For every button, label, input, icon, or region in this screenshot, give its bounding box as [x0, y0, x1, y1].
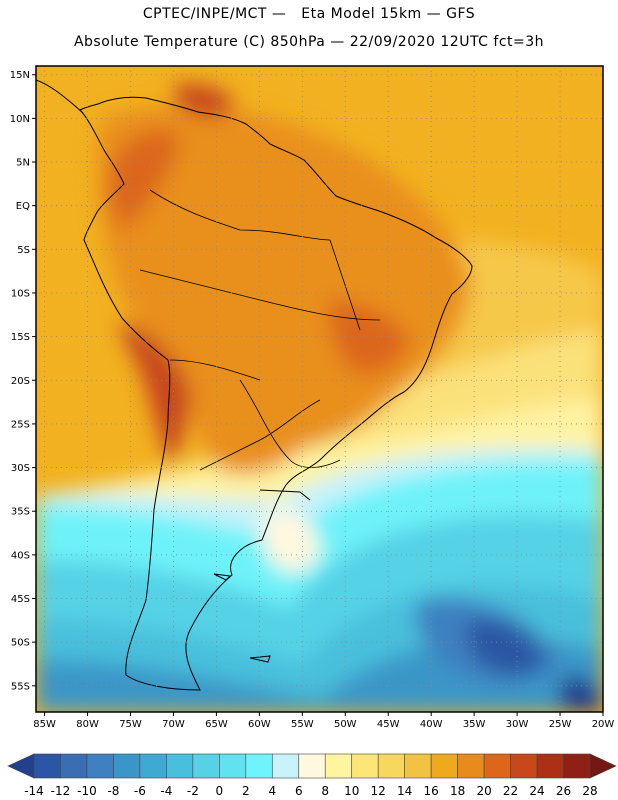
- colorbar-swatch-2: [86, 753, 114, 779]
- colorbar-swatch-15: [430, 753, 458, 779]
- colorbar-swatch-1: [60, 753, 88, 779]
- lat-label-45s: 45S: [11, 594, 30, 605]
- colorbar-label-3: -8: [107, 784, 119, 798]
- lon-label-45w: 45W: [377, 719, 400, 730]
- latitude-labels: 15N 10N 5N EQ 5S 10S 15S 20S 25S 30S 35S 40S 45S 50S 5…: [10, 70, 36, 692]
- colorbar-swatch-9: [271, 753, 300, 779]
- lat-label-10n: 10N: [10, 114, 30, 125]
- colorbar-label-10: 6: [295, 784, 303, 798]
- islands: [213, 573, 271, 663]
- lon-label-65w: 65W: [205, 719, 228, 730]
- band-6-8-argentina: [260, 509, 320, 573]
- central-america-coast: [36, 79, 84, 114]
- colorbar-swatch-4: [139, 753, 167, 779]
- lon-label-85w: 85W: [33, 719, 56, 730]
- colorbar-label-13: 12: [371, 784, 386, 798]
- colorbar-label-1: -12: [51, 784, 71, 798]
- colorbar-swatch-3: [113, 753, 141, 779]
- colorbar-label-12: 10: [344, 784, 359, 798]
- country-borders: [139, 189, 381, 471]
- colorbar-label-15: 16: [424, 784, 439, 798]
- colorbar-swatch-12: [351, 753, 379, 779]
- lat-label-20s: 20S: [11, 376, 30, 387]
- colorbar-swatch-13: [377, 753, 405, 779]
- colorbar-label-9: 4: [268, 784, 276, 798]
- lon-label-75w: 75W: [119, 719, 142, 730]
- lon-label-25w: 25W: [549, 719, 572, 730]
- chart-title-line-2: Absolute Temperature (C) 850hPa — 22/09/…: [73, 34, 545, 50]
- colorbar-swatch-10: [298, 753, 326, 779]
- lat-label-5n: 5N: [16, 158, 30, 169]
- lat-label-40s: 40S: [11, 550, 30, 561]
- colorbar-swatch-19: [536, 753, 564, 779]
- south-america-coast: [79, 96, 473, 691]
- colorbar-label-11: 8: [321, 784, 329, 798]
- lon-label-40w: 40W: [420, 719, 443, 730]
- colorbar-label-16: 18: [450, 784, 465, 798]
- rio-de-la-plata: [259, 489, 311, 501]
- colorbar-label-4: -6: [134, 784, 146, 798]
- colorbar-label-5: -4: [160, 784, 172, 798]
- colorbar-swatch-17: [483, 753, 511, 779]
- band-22-24-andes-north: [108, 129, 180, 230]
- temperature-field: [36, 66, 603, 712]
- colorbar-swatch-6: [192, 753, 220, 779]
- band-24-26-andes-south: [120, 320, 190, 470]
- colorbar-label-19: 24: [529, 784, 544, 798]
- lat-label-10s: 10S: [11, 288, 30, 299]
- lat-label-50s: 50S: [11, 638, 30, 649]
- lon-label-30w: 30W: [506, 719, 529, 730]
- longitude-labels: 85W 80W 75W 70W 65W 60W 55W 50W 45W 40W 35W 30W 25W 2…: [33, 712, 614, 730]
- colorbar-label-0: -14: [24, 784, 44, 798]
- colorbar-swatch-18: [510, 753, 538, 779]
- lon-label-70w: 70W: [162, 719, 185, 730]
- lon-label-80w: 80W: [76, 719, 99, 730]
- lon-label-20w: 20W: [592, 719, 615, 730]
- colorbar-swatch-5: [166, 753, 194, 779]
- lat-label-35s: 35S: [11, 507, 30, 518]
- colorbar-label-2: -10: [77, 784, 97, 798]
- band-24-26-venezuela: [173, 83, 235, 117]
- lon-label-50w: 50W: [334, 719, 357, 730]
- lat-label-30s: 30S: [11, 463, 30, 474]
- lat-label-15n: 15N: [10, 70, 30, 81]
- lat-label-5s: 5S: [17, 245, 30, 256]
- colorbar-label-8: 2: [242, 784, 250, 798]
- colorbar-swatch-11: [324, 753, 353, 779]
- lon-label-60w: 60W: [248, 719, 271, 730]
- coastlines: [36, 79, 473, 691]
- chart-title-line-1: CPTEC/INPE/MCT — Eta Model 15km — GFS: [142, 6, 476, 22]
- lat-label-15s: 15S: [11, 332, 30, 343]
- colorbar-swatch-8: [245, 753, 273, 779]
- colorbar-label-6: -2: [187, 784, 199, 798]
- band-20-22: [98, 105, 471, 474]
- lat-label-eq: EQ: [16, 201, 30, 212]
- colorbar-low-end: [7, 753, 35, 779]
- colorbar-label-14: 14: [397, 784, 412, 798]
- colorbar: [7, 753, 617, 779]
- lon-label-35w: 35W: [463, 719, 486, 730]
- lat-label-55s: 55S: [11, 681, 30, 692]
- colorbar-high-end: [589, 753, 617, 779]
- colorbar-labels: -14 -12 -10 -8 -6 -4 -2 0 2 4 6 8 10 12 14 16 18 20 22 24 26…: [24, 784, 597, 798]
- colorbar-swatch-14: [404, 753, 432, 779]
- colorbar-swatch-20: [563, 753, 591, 779]
- lat-label-25s: 25S: [11, 419, 30, 430]
- colorbar-label-21: 28: [582, 784, 597, 798]
- map-frame: [35, 65, 604, 713]
- band-m14-m12: [560, 676, 603, 712]
- colorbar-label-7: 0: [216, 784, 224, 798]
- colorbar-swatch-16: [457, 753, 485, 779]
- band-m12-m10: [465, 619, 545, 676]
- colorbar-label-18: 22: [503, 784, 518, 798]
- colorbar-swatch-0: [33, 753, 61, 779]
- lon-label-55w: 55W: [291, 719, 314, 730]
- colorbar-label-17: 20: [476, 784, 491, 798]
- colorbar-swatch-7: [219, 753, 247, 779]
- colorbar-label-20: 26: [556, 784, 571, 798]
